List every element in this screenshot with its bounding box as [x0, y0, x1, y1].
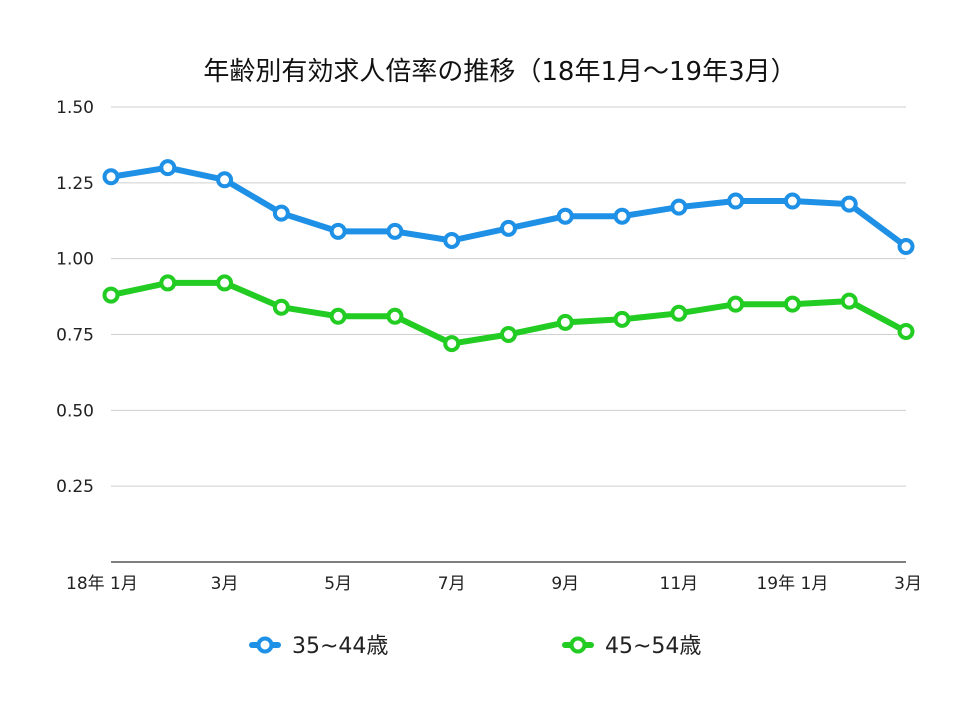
chart-title: 年齢別有効求人倍率の推移（18年1月～19年3月） — [203, 57, 796, 87]
x-axis-ticks: 18年 1月 3月 5月 7月 9月 11月 19年 1月 3月 — [66, 574, 922, 594]
x-tick-label: 5月 — [324, 574, 352, 594]
y-tick-label: 1.50 — [56, 98, 94, 118]
y-tick-label: 1.00 — [56, 250, 94, 270]
data-point — [727, 192, 745, 210]
data-point — [216, 171, 234, 189]
data-point — [102, 286, 120, 304]
x-tick-label: 11月 — [660, 574, 699, 594]
series-2 — [102, 274, 915, 353]
legend: 35~44歳 45~54歳 — [249, 634, 701, 659]
data-point — [613, 207, 631, 225]
data-point — [556, 207, 574, 225]
data-point — [727, 295, 745, 313]
data-point — [897, 322, 915, 340]
legend-item: 45~54歳 — [562, 634, 701, 659]
data-point — [272, 298, 290, 316]
y-axis-ticks: 0.25 0.50 0.75 1.00 1.25 1.50 — [56, 98, 94, 497]
x-tick-label: 7月 — [438, 574, 466, 594]
data-point — [783, 192, 801, 210]
data-point — [670, 304, 688, 322]
data-point — [500, 219, 517, 237]
grid-lines — [111, 106, 906, 563]
data-point — [102, 168, 120, 186]
x-tick-label: 18年 1月 — [66, 574, 138, 594]
data-point — [159, 274, 177, 292]
data-point — [840, 195, 858, 213]
data-point — [613, 310, 631, 328]
data-point — [840, 292, 858, 310]
y-tick-label: 0.50 — [56, 401, 94, 421]
data-point — [443, 231, 461, 249]
data-point — [159, 159, 177, 177]
legend-label: 35~44歳 — [292, 634, 388, 659]
data-point — [386, 307, 404, 325]
series-1 — [102, 159, 915, 256]
x-tick-label: 9月 — [551, 574, 579, 594]
data-point — [500, 326, 517, 343]
legend-item: 35~44歳 — [249, 634, 388, 659]
data-point — [329, 222, 347, 240]
y-tick-label: 0.25 — [56, 477, 94, 497]
data-point — [272, 204, 290, 222]
legend-label: 45~54歳 — [605, 634, 701, 659]
x-tick-label: 3月 — [894, 574, 922, 594]
series-layer — [102, 159, 915, 353]
legend-marker — [256, 636, 274, 654]
data-point — [670, 198, 688, 216]
data-point — [556, 313, 574, 331]
legend-marker — [569, 636, 587, 654]
x-tick-label: 19年 1月 — [756, 574, 828, 594]
data-point — [897, 238, 915, 256]
data-point — [783, 295, 801, 313]
data-point — [329, 307, 347, 325]
data-point — [386, 222, 404, 240]
data-point — [443, 335, 461, 353]
y-tick-label: 1.25 — [56, 174, 94, 194]
y-tick-label: 0.75 — [56, 326, 94, 346]
data-point — [216, 274, 234, 292]
x-tick-label: 3月 — [211, 574, 239, 594]
